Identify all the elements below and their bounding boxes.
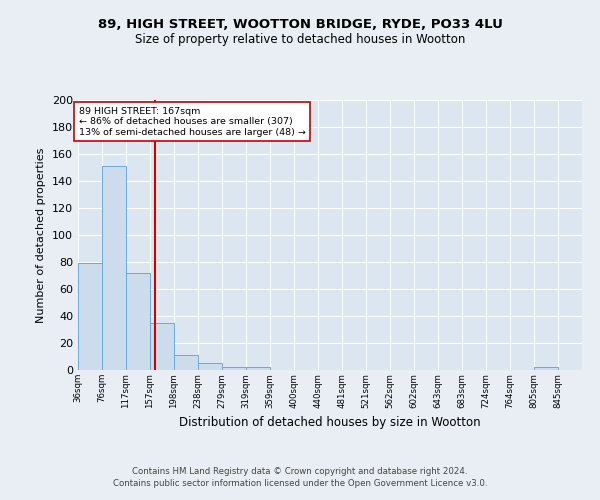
X-axis label: Distribution of detached houses by size in Wootton: Distribution of detached houses by size … [179, 416, 481, 429]
Bar [174, 355, 198, 370]
Y-axis label: Number of detached properties: Number of detached properties [37, 148, 46, 322]
Text: Contains HM Land Registry data © Crown copyright and database right 2024.
Contai: Contains HM Land Registry data © Crown c… [113, 466, 487, 487]
Bar [150, 323, 174, 370]
Bar [126, 273, 150, 370]
Bar [534, 368, 558, 370]
Bar [198, 363, 222, 370]
Bar [78, 264, 102, 370]
Bar [246, 368, 270, 370]
Text: Size of property relative to detached houses in Wootton: Size of property relative to detached ho… [135, 32, 465, 46]
Text: 89, HIGH STREET, WOOTTON BRIDGE, RYDE, PO33 4LU: 89, HIGH STREET, WOOTTON BRIDGE, RYDE, P… [98, 18, 502, 30]
Bar [222, 368, 246, 370]
Text: 89 HIGH STREET: 167sqm
← 86% of detached houses are smaller (307)
13% of semi-de: 89 HIGH STREET: 167sqm ← 86% of detached… [79, 107, 305, 136]
Bar [102, 166, 126, 370]
